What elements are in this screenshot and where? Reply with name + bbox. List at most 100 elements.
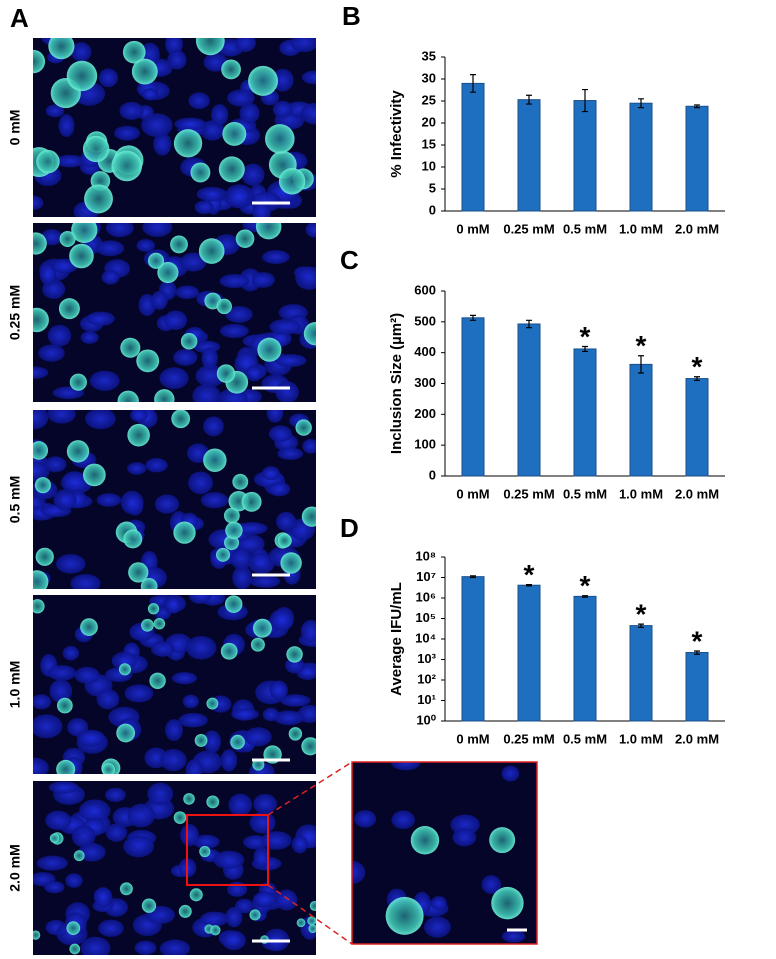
nucleus — [142, 223, 173, 237]
bar — [573, 348, 597, 477]
nucleus — [269, 609, 294, 632]
inclusion — [128, 562, 149, 583]
inclusion — [33, 307, 49, 333]
inclusion — [153, 617, 166, 630]
nucleus — [114, 125, 141, 141]
panel-label: C — [340, 245, 359, 275]
error-bar — [694, 376, 700, 382]
error-bar — [470, 74, 476, 93]
nucleus — [96, 689, 120, 710]
nucleus — [111, 651, 137, 670]
nucleus — [89, 370, 120, 391]
nucleus — [225, 306, 253, 323]
inclusion — [216, 547, 231, 562]
nucleus — [98, 68, 119, 88]
inclusion — [66, 440, 90, 463]
nucleus — [71, 825, 96, 848]
nucleus — [203, 730, 221, 754]
error-bar — [638, 623, 644, 628]
inclusion — [278, 168, 306, 195]
x-tick-label: 2.0 mM — [675, 221, 719, 236]
nucleus — [430, 896, 447, 911]
nucleus — [253, 891, 277, 908]
nucleus — [219, 323, 249, 339]
bar — [461, 82, 485, 212]
nucleus — [261, 831, 292, 850]
y-tick-label: 20 — [422, 114, 436, 129]
y-tick-label: 10⁷ — [416, 569, 436, 584]
inclusion — [232, 473, 249, 490]
bar — [685, 105, 709, 212]
nucleus — [201, 347, 218, 370]
y-tick-label: 10² — [417, 671, 436, 686]
nucleus — [194, 200, 214, 215]
nucleus — [302, 439, 316, 454]
error-bar — [694, 650, 700, 655]
error-bar — [526, 319, 532, 329]
nucleus — [47, 324, 72, 347]
inclusion — [173, 129, 203, 158]
inclusion — [225, 521, 243, 540]
inclusion — [118, 663, 132, 676]
x-tick-label: 0.5 mM — [563, 221, 607, 236]
inclusion — [255, 223, 282, 240]
nucleus — [481, 875, 502, 894]
image-label: 1.0 mM — [7, 661, 23, 708]
inclusion — [149, 672, 166, 689]
y-tick-label: 100 — [414, 437, 436, 452]
inclusion — [385, 896, 424, 935]
bar — [685, 378, 709, 477]
inclusion — [230, 734, 245, 750]
inclusion — [33, 441, 49, 460]
inclusion — [141, 618, 154, 632]
nucleus — [44, 456, 67, 473]
inclusion — [286, 646, 303, 663]
inclusion — [257, 337, 282, 362]
nucleus — [235, 38, 256, 52]
bar — [461, 317, 485, 477]
bar — [517, 99, 541, 212]
nucleus — [220, 749, 238, 772]
x-tick-label: 1.0 mM — [619, 486, 663, 501]
inclusion — [308, 924, 316, 933]
nucleus — [248, 552, 275, 574]
nucleus — [145, 458, 168, 473]
inclusion — [180, 333, 198, 350]
inclusion — [309, 900, 316, 911]
nucleus — [501, 930, 526, 943]
nucleus — [76, 729, 106, 747]
nucleus — [200, 492, 229, 509]
nucleus — [277, 447, 304, 460]
nucleus — [213, 850, 245, 869]
nucleus — [165, 719, 183, 741]
nucleus — [251, 272, 275, 288]
nucleus — [230, 548, 253, 570]
nucleus — [171, 672, 198, 685]
inclusion — [277, 533, 292, 548]
nucleus — [95, 240, 125, 257]
y-tick-label: 10⁸ — [415, 548, 436, 563]
nucleus — [226, 881, 248, 897]
inclusion — [210, 925, 221, 936]
inclusion — [101, 763, 115, 774]
inclusion — [206, 795, 220, 809]
inclusion — [222, 121, 247, 146]
panel-label: A — [10, 3, 29, 33]
inclusion — [173, 811, 187, 824]
inclusion — [252, 758, 265, 771]
y-tick-label: 10¹ — [417, 692, 436, 707]
nucleus — [173, 349, 198, 366]
significance-marker: * — [692, 351, 703, 382]
nucleus — [228, 793, 253, 817]
x-tick-label: 0.25 mM — [503, 221, 554, 236]
y-tick-label: 10³ — [417, 651, 436, 666]
inclusion — [35, 547, 54, 566]
image-label: 0 mM — [7, 110, 23, 146]
micrograph — [33, 781, 316, 955]
inclusion — [33, 930, 41, 940]
error-bar — [526, 584, 532, 587]
micrograph — [33, 38, 316, 217]
nucleus — [300, 619, 316, 643]
inclusion — [301, 506, 316, 527]
